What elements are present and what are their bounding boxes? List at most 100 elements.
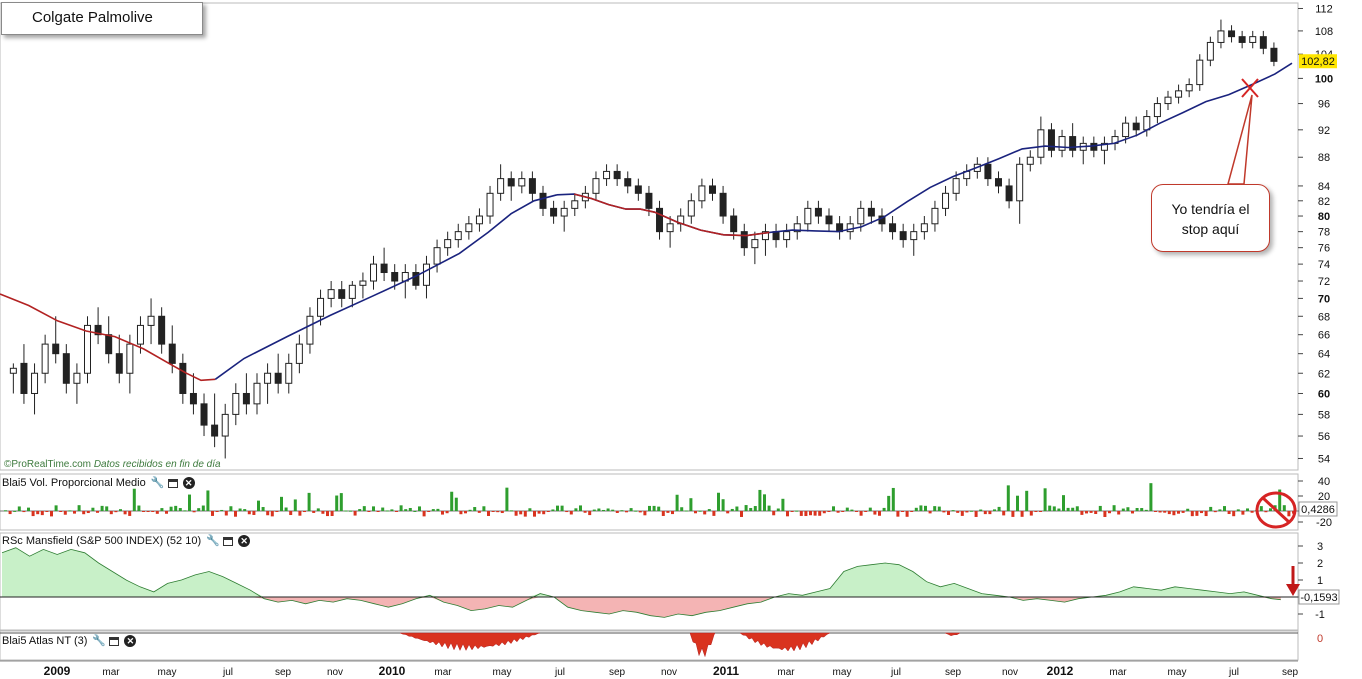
volume-bar: [261, 507, 265, 511]
volume-bar: [569, 511, 573, 515]
volume-bar: [321, 511, 325, 514]
x-tick-label: jul: [1228, 667, 1239, 678]
volume-bar: [339, 493, 343, 511]
candle: [52, 316, 60, 364]
volume-bar: [431, 509, 435, 511]
volume-bar: [1112, 505, 1116, 511]
window-icon[interactable]: [223, 536, 234, 546]
volume-bar: [993, 509, 996, 511]
volume-bar: [1020, 511, 1024, 517]
price-tick-label: 82: [1318, 196, 1330, 208]
volume-bar: [859, 511, 863, 516]
volume-bar: [818, 511, 822, 516]
candle: [422, 255, 430, 299]
volume-bar: [1190, 511, 1194, 517]
volume-bar: [1098, 505, 1102, 511]
candle: [274, 353, 282, 394]
close-icon[interactable]: ✕: [124, 635, 137, 647]
volume-bar: [1126, 507, 1130, 511]
volume-bar: [275, 511, 279, 512]
volume-bar: [965, 511, 969, 513]
volume-bar: [878, 511, 881, 516]
window-icon[interactable]: [167, 478, 178, 488]
price-tick-label: 72: [1318, 276, 1330, 288]
volume-bar: [1011, 511, 1015, 517]
rsc-value-label: -0,1593: [1300, 592, 1337, 604]
volume-bar: [914, 507, 918, 511]
volume-bar: [243, 509, 247, 511]
volume-bar: [634, 510, 638, 512]
candle: [147, 298, 155, 345]
volume-bar: [689, 498, 693, 511]
atlas-panel-title: Blai5 Atlas NT (3): [2, 635, 88, 647]
volume-bar: [1227, 511, 1231, 515]
price-tick-label: 54: [1318, 453, 1330, 465]
rsc-mansfield-panel: 3210-1-0,1593: [0, 532, 1340, 631]
close-icon[interactable]: ✕: [238, 535, 251, 547]
volume-bar: [399, 505, 403, 511]
volume-bar: [353, 511, 357, 516]
candle: [761, 223, 769, 256]
volume-bar: [611, 509, 615, 511]
volume-bar: [951, 510, 955, 512]
volume-bar: [671, 511, 674, 515]
volume-bar: [546, 511, 550, 512]
volume-bar: [450, 491, 454, 511]
candle: [158, 307, 166, 354]
volume-bar: [119, 509, 122, 511]
volume-bar: [767, 505, 771, 511]
volume-bar: [822, 511, 826, 514]
candle: [115, 334, 123, 384]
volume-bar: [560, 505, 564, 511]
candle: [994, 171, 1002, 194]
volume-bar: [395, 511, 398, 512]
volume-bar: [358, 509, 362, 511]
candle: [1270, 42, 1278, 67]
candle: [242, 373, 250, 415]
volume-bar: [312, 511, 316, 513]
volume-bar: [510, 510, 513, 512]
x-tick-label: mar: [777, 667, 795, 678]
volume-bar: [496, 511, 500, 513]
volume-bar: [740, 511, 743, 517]
candle: [475, 208, 483, 232]
volume-bar: [1223, 506, 1226, 511]
candle: [73, 363, 81, 404]
candle: [708, 178, 716, 201]
volume-bar: [22, 511, 26, 513]
wrench-icon[interactable]: 🔧: [150, 477, 165, 489]
volume-bar: [372, 506, 375, 511]
volume-bar: [165, 511, 168, 514]
volume-bar: [36, 511, 40, 515]
volume-value-label: 0,4286: [1301, 504, 1335, 516]
volume-bar: [132, 488, 136, 511]
rsc-value-box: [1298, 589, 1340, 605]
volume-bar: [1204, 511, 1208, 517]
candle: [1249, 30, 1257, 49]
candle: [306, 307, 314, 354]
wrench-icon[interactable]: 🔧: [92, 635, 107, 647]
candle: [264, 363, 272, 404]
volume-bar: [1209, 506, 1213, 511]
wrench-icon[interactable]: 🔧: [206, 535, 220, 547]
volume-bar: [983, 511, 987, 515]
atlas-negative-area: [399, 632, 541, 652]
volume-bar: [519, 511, 523, 515]
volume-bar: [776, 508, 780, 511]
volume-bar: [54, 505, 58, 511]
volume-bar: [247, 511, 251, 515]
volume-bar: [109, 511, 113, 515]
volume-bar: [694, 511, 697, 514]
candle: [952, 171, 960, 201]
candle: [1196, 54, 1204, 91]
volume-bar: [882, 507, 886, 511]
candle: [698, 178, 706, 209]
window-icon[interactable]: [109, 636, 120, 646]
volume-bar: [17, 506, 21, 511]
volume-bar: [252, 511, 256, 515]
volume-bar: [500, 511, 504, 514]
close-icon[interactable]: ✕: [182, 477, 195, 489]
x-tick-label: may: [833, 667, 852, 678]
volume-bar: [422, 511, 426, 517]
